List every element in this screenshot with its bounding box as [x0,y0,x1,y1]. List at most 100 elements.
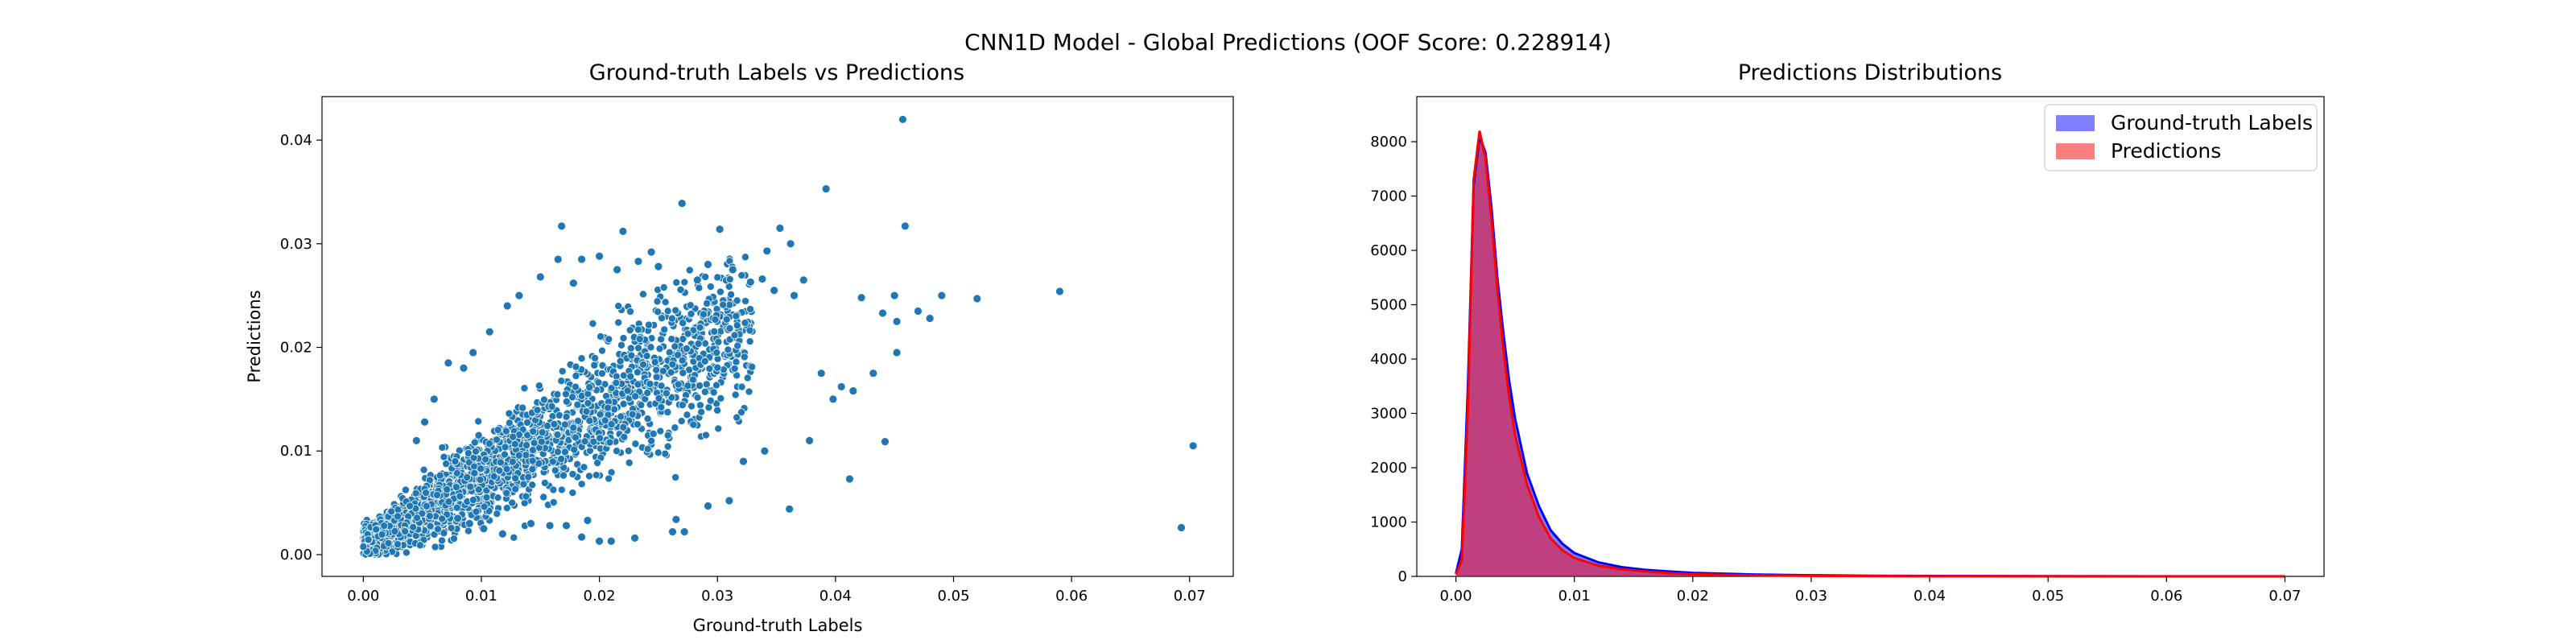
scatter-point [597,369,606,378]
scatter-point [741,319,749,328]
scatter-point [438,514,447,523]
scatter-point [683,411,691,419]
scatter-point [712,381,721,390]
scatter-point [431,543,440,551]
scatter-point [562,412,571,421]
scatter-point [733,296,741,305]
scatter-point [630,533,639,543]
scatter-point [671,306,680,315]
scatter-point [438,443,447,452]
scatter-point [502,427,510,436]
scatter-point [570,445,579,454]
scatter-point [568,489,577,497]
scatter-point [502,504,511,513]
scatter-point [453,514,463,523]
scatter-point [409,522,418,531]
scatter-point [394,506,402,514]
scatter-point [522,492,530,501]
scatter-point [646,379,654,388]
scatter-point [511,474,520,483]
scatter-point [471,447,480,456]
scatter-point [596,410,605,419]
scatter-point [679,527,689,537]
scatter-point [477,464,485,473]
histogram-y-ticks: 0 1000 2000 3000 4000 5000 6000 7000 8000 [1370,134,1417,585]
scatter-point [628,410,637,419]
scatter-point [469,495,477,504]
scatter-point [619,423,628,431]
x-tick-label: 0.04 [1913,588,1946,605]
scatter-point [419,465,428,474]
scatter-point [667,314,676,323]
scatter-point [898,114,907,124]
scatter-point [689,420,698,429]
scatter-point [493,493,502,502]
scatter-point [557,377,566,386]
scatter-point [682,345,691,353]
scatter-point [627,351,636,360]
scatter-point [502,489,511,497]
scatter-point [656,427,665,436]
x-tick-label: 0.07 [1174,588,1206,605]
scatter-point [857,293,866,303]
scatter-point [493,510,502,518]
x-tick-label: 0.07 [2268,588,2301,605]
scatter-point [972,294,982,303]
scatter-point [637,401,646,410]
scatter-point [713,363,722,372]
scatter-point [785,504,795,514]
y-tick-label: 2000 [1370,460,1407,477]
scatter-point [557,485,566,494]
scatter-point [464,518,474,528]
scatter-point [591,353,600,362]
scatter-point [549,485,558,494]
scatter-point [584,390,592,398]
scatter-point [714,424,723,433]
scatter-point [746,305,755,314]
scatter-point [429,394,439,404]
scatter-point [626,308,635,316]
scatter-point [538,428,547,437]
scatter-point [604,403,613,412]
scatter-point [617,412,625,421]
scatter-point [679,319,687,328]
scatter-point [551,466,559,475]
scatter-point [696,401,704,410]
y-tick-label: 0.02 [280,340,312,357]
scatter-point [704,260,712,269]
y-tick-label: 8000 [1370,134,1407,151]
scatter-point [505,419,514,427]
scatter-point [582,407,591,416]
scatter-point [715,225,724,234]
scatter-point [704,502,712,510]
x-tick-label: 0.06 [2150,588,2182,605]
scatter-point [584,398,592,407]
scatter-point [713,406,722,415]
scatter-point [522,451,530,460]
scatter-point [821,184,831,193]
scatter-point [539,493,548,502]
scatter-point [474,485,483,494]
scatter-point [658,314,667,323]
legend-frame [2044,104,2318,171]
scatter-point [364,535,373,544]
scatter-point [728,265,737,275]
scatter-point [683,382,692,390]
scatter-point [733,341,742,350]
scatter-point [452,469,461,477]
histogram-kde-lines [1455,130,2285,578]
y-tick-label: 0.00 [280,547,312,564]
legend-swatch-predictions [2056,143,2095,159]
histogram-title: Predictions Distributions [1738,60,2002,85]
scatter-point [422,489,431,497]
scatter-point [495,466,504,475]
scatter-point [724,496,734,506]
scatter-point [660,325,669,334]
scatter-point [881,437,890,447]
scatter-point [553,390,562,398]
scatter-point [732,357,741,366]
scatter-point [677,199,687,208]
scatter-point [452,503,461,512]
scatter-point [716,394,725,402]
